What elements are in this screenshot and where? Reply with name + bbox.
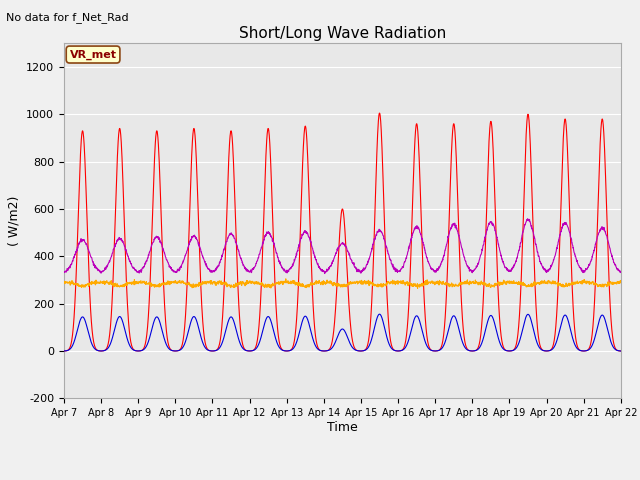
Y-axis label: ( W/m2): ( W/m2)	[8, 196, 20, 246]
Legend: SW in, LW in, SW out, LW out: SW in, LW in, SW out, LW out	[161, 476, 524, 480]
Text: No data for f_Net_Rad: No data for f_Net_Rad	[6, 12, 129, 23]
X-axis label: Time: Time	[327, 421, 358, 434]
Title: Short/Long Wave Radiation: Short/Long Wave Radiation	[239, 25, 446, 41]
Text: VR_met: VR_met	[70, 49, 116, 60]
